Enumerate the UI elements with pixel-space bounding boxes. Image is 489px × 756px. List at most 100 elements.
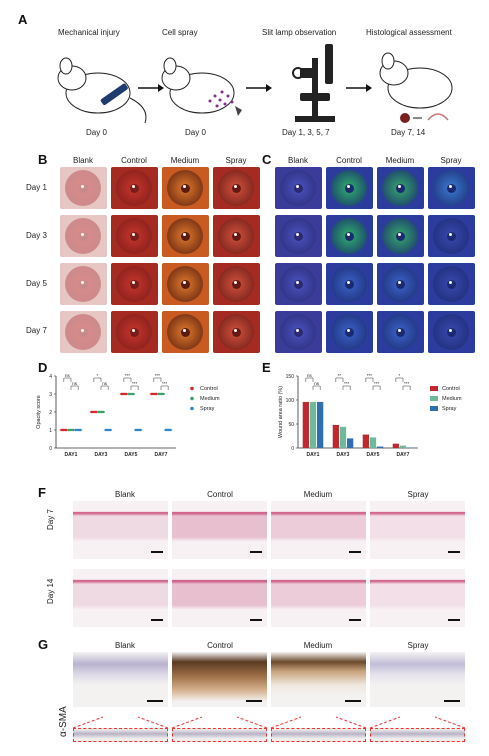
step-2-title: Cell spray bbox=[162, 28, 198, 37]
y-tick-label: 100 bbox=[286, 398, 295, 404]
b-col-spray: Spray bbox=[225, 156, 247, 165]
c-col-spray: Spray bbox=[440, 156, 462, 165]
mouse-icon bbox=[379, 52, 453, 109]
eye-photo bbox=[428, 311, 475, 353]
panel-label-g: G bbox=[38, 637, 49, 652]
zoom-connectors bbox=[72, 716, 466, 729]
cornea-section-icon bbox=[427, 113, 449, 121]
bar bbox=[347, 438, 354, 448]
eye-photo bbox=[213, 263, 260, 305]
significance-bracket bbox=[93, 377, 102, 382]
eye-photo bbox=[162, 167, 209, 209]
y-tick-label: 0 bbox=[49, 446, 52, 452]
bar bbox=[317, 401, 324, 448]
mouse-icon bbox=[161, 57, 235, 114]
sprayer-icon bbox=[235, 106, 242, 116]
b-col-control: Control bbox=[121, 156, 147, 165]
bar bbox=[302, 401, 309, 448]
workflow-illustration bbox=[57, 44, 453, 124]
y-tick-label: 4 bbox=[49, 374, 52, 380]
eye-photo bbox=[377, 215, 424, 257]
b-row-day5: Day 5 bbox=[26, 279, 47, 288]
significance-bracket bbox=[402, 385, 411, 390]
histology-image bbox=[73, 569, 168, 627]
connector-line bbox=[137, 716, 169, 729]
bar bbox=[332, 424, 339, 448]
significance-bracket bbox=[335, 377, 344, 382]
x-tick-label: DAY7 bbox=[155, 452, 168, 458]
connector-line bbox=[171, 716, 203, 729]
eye-photo bbox=[60, 215, 107, 257]
scale-bar bbox=[345, 700, 361, 702]
significance-label: *** bbox=[125, 373, 131, 378]
significance-label: * bbox=[97, 373, 99, 378]
ihc-zoom-strip bbox=[271, 728, 366, 742]
histology-image bbox=[370, 501, 465, 559]
bar bbox=[399, 445, 407, 448]
step-2-day: Day 0 bbox=[185, 128, 206, 137]
ihc-image bbox=[172, 652, 267, 707]
eye-photo bbox=[213, 167, 260, 209]
significance-label: ns bbox=[314, 381, 320, 386]
g-col-medium: Medium bbox=[303, 641, 333, 650]
legend-label: Medium bbox=[200, 396, 220, 402]
histology-image bbox=[172, 501, 267, 559]
scale-bar bbox=[448, 551, 460, 553]
histology-image bbox=[172, 569, 267, 627]
significance-bracket bbox=[63, 377, 72, 382]
significance-bracket bbox=[70, 385, 79, 390]
eye-photo bbox=[275, 215, 322, 257]
connector-line bbox=[236, 716, 268, 729]
bar bbox=[392, 443, 399, 448]
scale-bar bbox=[349, 619, 361, 621]
b-row-day7: Day 7 bbox=[26, 326, 47, 335]
y-tick-label: 150 bbox=[286, 374, 295, 380]
y-tick-label: 2 bbox=[49, 410, 52, 416]
significance-label: *** bbox=[132, 381, 138, 386]
histology-image bbox=[271, 501, 366, 559]
eye-photo bbox=[326, 311, 373, 353]
eye-photo bbox=[111, 311, 158, 353]
scale-bar bbox=[250, 551, 262, 553]
eye-photo bbox=[275, 263, 322, 305]
legend-label: Spray bbox=[200, 406, 215, 412]
significance-label: *** bbox=[404, 381, 410, 386]
step-1-day: Day 0 bbox=[86, 128, 107, 137]
significance-label: ns bbox=[307, 373, 313, 378]
y-axis-label: Opacity score bbox=[36, 395, 42, 429]
eye-photo bbox=[275, 311, 322, 353]
eye-photo bbox=[428, 263, 475, 305]
eye-photo bbox=[60, 311, 107, 353]
significance-bracket bbox=[100, 385, 109, 390]
significance-label: ns bbox=[65, 373, 71, 378]
eye-photo bbox=[377, 263, 424, 305]
significance-label: * bbox=[399, 373, 401, 378]
significance-bracket bbox=[160, 385, 169, 390]
step-4-day: Day 7, 14 bbox=[391, 128, 426, 137]
significance-label: *** bbox=[367, 373, 373, 378]
significance-label: *** bbox=[374, 381, 380, 386]
connector-line bbox=[270, 716, 302, 729]
scale-bar bbox=[151, 619, 163, 621]
eye-photo bbox=[275, 167, 322, 209]
connector-line bbox=[72, 716, 104, 729]
eye-photo bbox=[428, 215, 475, 257]
eye-photo bbox=[60, 167, 107, 209]
significance-label: ** bbox=[338, 373, 342, 378]
y-tick-label: 50 bbox=[288, 422, 294, 428]
eye-photo bbox=[213, 311, 260, 353]
significance-bracket bbox=[305, 377, 314, 382]
panel-label-d: D bbox=[38, 360, 48, 375]
eye-photo bbox=[111, 215, 158, 257]
c-col-blank: Blank bbox=[287, 156, 308, 165]
panel-label-c: C bbox=[262, 152, 272, 167]
scale-bar bbox=[448, 619, 460, 621]
scale-bar bbox=[151, 551, 163, 553]
eye-photo bbox=[428, 167, 475, 209]
legend-swatch bbox=[430, 396, 438, 401]
significance-bracket bbox=[130, 385, 139, 390]
eye-photo bbox=[326, 263, 373, 305]
histology-image bbox=[271, 569, 366, 627]
significance-bracket bbox=[395, 377, 404, 382]
